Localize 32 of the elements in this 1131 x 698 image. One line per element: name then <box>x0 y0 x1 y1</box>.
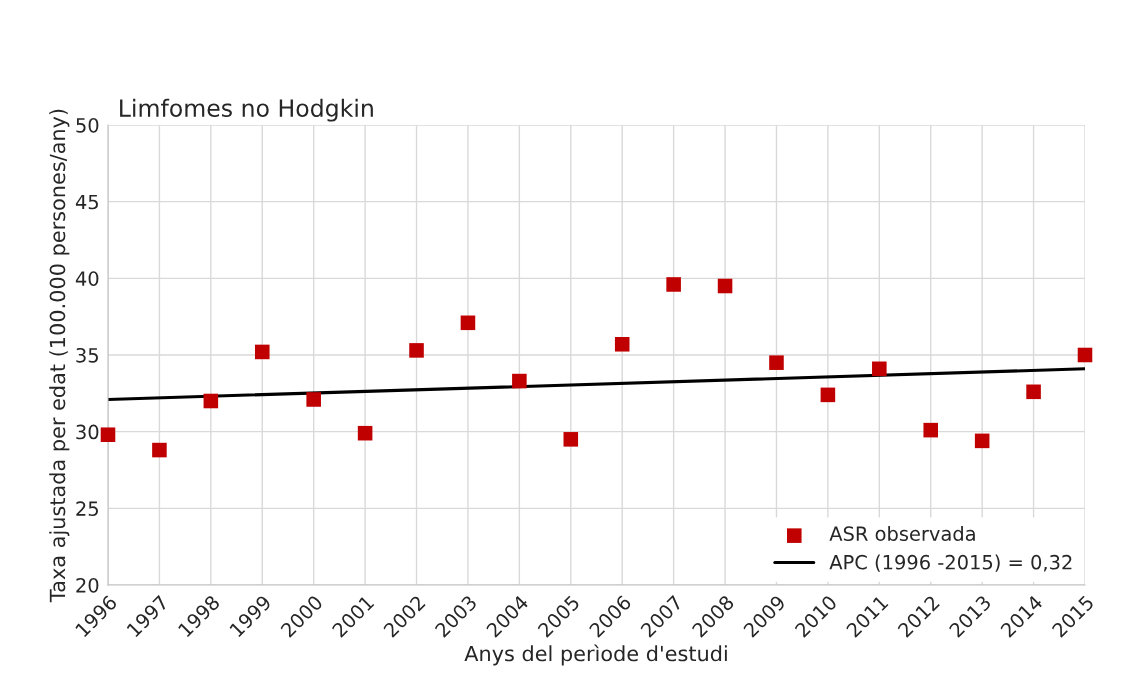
point <box>100 427 116 443</box>
point <box>306 392 321 407</box>
point <box>1026 384 1041 400</box>
y-tick-label: 35 <box>76 347 98 363</box>
point <box>614 336 630 352</box>
point <box>563 432 579 447</box>
point <box>1077 347 1093 363</box>
y-tick-label: 25 <box>76 501 98 516</box>
point <box>820 387 836 403</box>
legend-label: APC (1996 -2015) = 0,32 <box>829 554 1072 572</box>
point <box>923 422 939 438</box>
point <box>460 315 476 331</box>
point <box>974 433 990 449</box>
y-tick-label: 30 <box>76 424 99 440</box>
legend-label: ASR observada <box>829 525 975 542</box>
point <box>409 343 424 358</box>
y-tick-label: 40 <box>75 271 99 286</box>
y-tick-label: 45 <box>75 194 98 210</box>
point <box>666 277 681 292</box>
point <box>152 442 167 458</box>
y-axis-title: Taxa ajustada per edat (100.000 persones/any) <box>49 109 70 603</box>
y-tick-label: 20 <box>76 577 99 593</box>
point <box>717 278 733 294</box>
point <box>254 344 270 360</box>
x-axis-title: Anys del perìode d'estudi <box>464 644 727 666</box>
point <box>203 393 219 409</box>
point <box>872 361 887 377</box>
chart-title: Limfomes no Hodgkin <box>120 98 373 122</box>
point <box>769 355 784 370</box>
point <box>357 425 373 441</box>
y-tick-label: 50 <box>76 117 99 133</box>
point <box>512 373 527 389</box>
